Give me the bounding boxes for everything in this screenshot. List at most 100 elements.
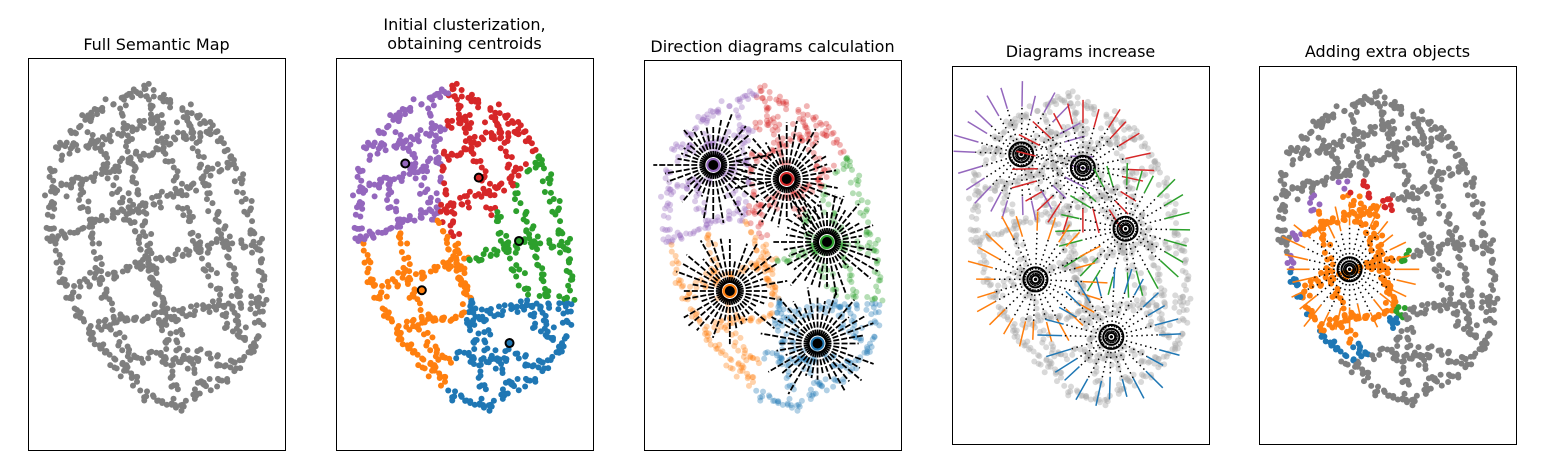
map-point	[85, 208, 92, 215]
map-point	[131, 316, 138, 323]
faded-point-red	[780, 100, 787, 107]
map-point	[136, 117, 143, 124]
map-point	[147, 240, 154, 247]
cluster-point-orange	[425, 373, 432, 380]
map-point	[142, 233, 149, 240]
faded-point-purple	[663, 202, 670, 209]
gray-point	[1181, 259, 1188, 266]
cluster-point-blue	[487, 306, 494, 313]
faded-point-green	[848, 166, 855, 173]
faded-point-purple	[732, 187, 739, 194]
colored-ray-orange	[1082, 280, 1108, 284]
colored-ray-green	[1143, 175, 1154, 194]
map-point	[191, 386, 198, 393]
faded-point-blue	[872, 309, 879, 316]
extra-object-point	[1481, 337, 1488, 344]
faded-point-blue	[794, 407, 801, 414]
panel-1-frame	[28, 58, 286, 451]
faded-point-green	[849, 190, 856, 197]
faded-point-green	[844, 293, 851, 300]
gray-point	[1039, 339, 1046, 346]
cluster-point-orange	[395, 269, 402, 276]
extra-object-point	[1275, 214, 1282, 221]
map-point	[184, 365, 191, 372]
faded-point-red	[836, 141, 843, 148]
cluster-point-blue	[514, 376, 521, 383]
cluster-point-green	[544, 293, 551, 300]
cluster-point-red	[458, 93, 465, 100]
cluster-point-blue	[449, 394, 456, 401]
map-point	[163, 339, 170, 346]
cluster-point-green	[548, 171, 555, 178]
cluster-point-green	[523, 208, 530, 215]
faded-point-red	[825, 123, 832, 130]
map-point	[90, 178, 97, 185]
gray-point	[1160, 326, 1167, 333]
faded-point-green	[877, 274, 884, 281]
map-point	[214, 375, 221, 382]
cluster-point-red	[466, 188, 473, 195]
gray-point	[1103, 304, 1110, 311]
colored-ray-red	[1129, 168, 1155, 172]
cluster-point-blue	[487, 331, 494, 338]
gray-point	[975, 171, 982, 178]
faded-point-purple	[667, 201, 674, 208]
map-point	[261, 276, 268, 283]
cluster-point-blue	[488, 403, 495, 410]
extra-object-point	[1400, 162, 1407, 169]
extra-object-point	[1338, 358, 1345, 365]
extra-object-point	[1411, 398, 1418, 405]
faded-point-orange	[673, 266, 680, 273]
faded-point-red	[789, 121, 796, 128]
colored-ray-blue	[1095, 276, 1102, 297]
map-point	[96, 240, 103, 247]
map-point	[206, 350, 213, 357]
map-point	[137, 90, 144, 97]
faded-point-green	[858, 197, 865, 204]
map-point	[109, 306, 116, 313]
cluster-point-red	[470, 150, 477, 157]
faded-point-blue	[795, 401, 802, 408]
gray-point	[1036, 328, 1043, 335]
cluster-point-green	[532, 241, 539, 248]
cluster-point-blue	[482, 386, 489, 393]
cluster-point-blue	[507, 380, 514, 387]
colored-ray-blue	[1112, 267, 1116, 289]
faded-point-green	[863, 228, 870, 235]
cluster-point-red	[517, 122, 524, 129]
cluster-point-purple	[401, 106, 408, 113]
map-point	[190, 180, 197, 187]
map-point	[87, 118, 94, 125]
faded-point-blue	[830, 376, 837, 383]
cluster-point-purple	[404, 145, 411, 152]
map-point	[169, 158, 176, 165]
cluster-point-red	[468, 144, 475, 151]
extra-object-point	[1335, 179, 1342, 186]
map-point	[68, 181, 75, 188]
cluster-point-red	[468, 119, 475, 126]
cluster-point-red	[469, 139, 476, 146]
colored-ray-green	[1086, 269, 1101, 292]
map-point	[137, 156, 144, 163]
gray-point	[1087, 139, 1094, 146]
map-point	[87, 269, 94, 276]
map-point	[109, 190, 116, 197]
map-point	[121, 334, 128, 341]
cluster-point-red	[458, 87, 465, 94]
gray-point	[1041, 369, 1048, 376]
extra-object-point	[1381, 388, 1388, 395]
cluster-point-blue	[514, 350, 521, 357]
faded-point-blue	[779, 401, 786, 408]
cluster-point-red	[490, 132, 497, 139]
map-point	[228, 293, 235, 300]
extra-object-point	[1454, 321, 1461, 328]
faded-point-red	[818, 121, 825, 128]
cluster-point-red	[465, 204, 472, 211]
cluster-point-orange	[441, 378, 448, 385]
extra-object-point	[1469, 201, 1476, 208]
extra-object-point	[1440, 297, 1447, 304]
map-point	[44, 235, 51, 242]
cluster-point-orange	[395, 329, 402, 336]
faded-point-orange	[722, 352, 729, 359]
faded-point-green	[852, 293, 859, 300]
